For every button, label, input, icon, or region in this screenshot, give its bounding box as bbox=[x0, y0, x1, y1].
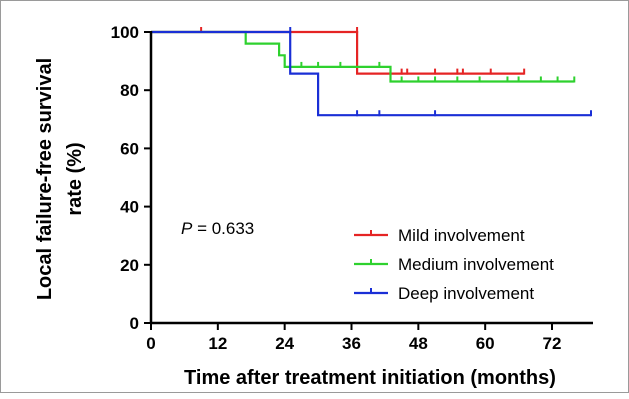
legend-label: Deep involvement bbox=[398, 284, 534, 303]
series-deep-involvement bbox=[151, 27, 592, 117]
x-axis-title: Time after treatment initiation (months) bbox=[184, 367, 556, 389]
y-axis-title-line1: Local failure-free survival bbox=[34, 58, 56, 300]
legend-item: Mild involvement bbox=[354, 226, 525, 245]
legend-item: Deep involvement bbox=[354, 284, 534, 303]
x-tick-label: 12 bbox=[208, 334, 227, 353]
x-tick-label: 24 bbox=[275, 334, 294, 353]
p-value-annotation: P = 0.633 bbox=[181, 219, 254, 238]
y-tick-label: 80 bbox=[120, 81, 139, 100]
axes bbox=[149, 31, 593, 325]
y-axis-title-line2: rate (%) bbox=[64, 142, 86, 215]
x-tick-label: 72 bbox=[543, 334, 562, 353]
y-tick-label: 40 bbox=[120, 198, 139, 217]
y-tick-label: 20 bbox=[120, 256, 139, 275]
y-tick-label: 60 bbox=[120, 139, 139, 158]
survival-curve-medium-involvement bbox=[151, 30, 575, 83]
x-tick-label: 0 bbox=[146, 334, 155, 353]
y-ticks: 0 20 40 60 80 100 bbox=[111, 23, 151, 333]
legend-label: Medium involvement bbox=[398, 255, 554, 274]
legend-label: Mild involvement bbox=[398, 226, 525, 245]
x-tick-label: 48 bbox=[409, 334, 428, 353]
x-tick-label: 36 bbox=[342, 334, 361, 353]
plot-lines bbox=[151, 27, 592, 117]
p-value-text: = 0.633 bbox=[192, 219, 254, 238]
legend: Mild involvement Medium involvement Deep i… bbox=[354, 226, 554, 303]
survival-curve-deep-involvement bbox=[151, 30, 591, 117]
p-value-symbol: P bbox=[181, 219, 193, 238]
x-tick-label: 60 bbox=[476, 334, 495, 353]
x-ticks: 0 12 24 36 48 60 72 bbox=[146, 323, 561, 353]
legend-item: Medium involvement bbox=[354, 255, 554, 274]
y-tick-label: 100 bbox=[111, 23, 139, 42]
series-medium-involvement bbox=[151, 30, 576, 83]
y-tick-label: 0 bbox=[130, 314, 139, 333]
